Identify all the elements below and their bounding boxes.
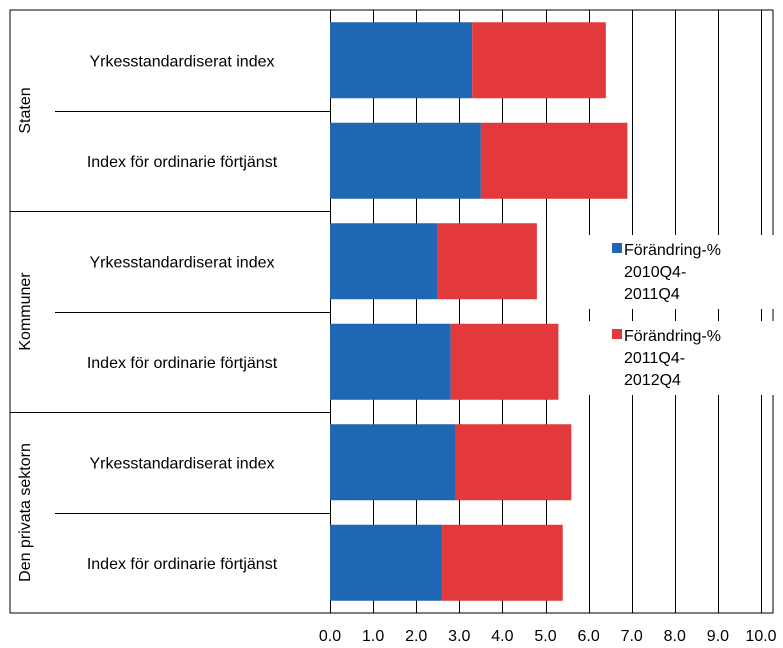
x-tick-label: 2.0 bbox=[405, 628, 427, 645]
category-label: Index för ordinarie förtjänst bbox=[87, 154, 278, 171]
x-tick-label: 4.0 bbox=[491, 628, 513, 645]
legend-label-series2: 2011Q4- bbox=[624, 350, 685, 367]
bar-series2-row1 bbox=[472, 22, 606, 99]
category-label: Yrkesstandardiserat index bbox=[90, 455, 275, 472]
bar-series1-row5 bbox=[330, 424, 455, 501]
legend-background bbox=[571, 235, 778, 309]
x-tick-label: 0.0 bbox=[319, 628, 341, 645]
category-label: Yrkesstandardiserat index bbox=[90, 53, 275, 70]
legend: Förändring-% 2010Q4- 2011Q4 Förändring-% 201… bbox=[571, 235, 778, 395]
bar-series2-row4 bbox=[450, 323, 559, 400]
legend-background bbox=[571, 321, 778, 395]
legend-label-series2: Förändring-% bbox=[624, 328, 721, 345]
bar-series1-row1 bbox=[330, 22, 473, 99]
bar-series2-row5 bbox=[454, 424, 572, 501]
bar-series1-row4 bbox=[330, 323, 451, 400]
x-tick-label: 7.0 bbox=[621, 628, 643, 645]
group-label: Den privata sektorn bbox=[17, 443, 34, 582]
category-label: Yrkesstandardiserat index bbox=[90, 254, 275, 271]
legend-label-series1: 2011Q4 bbox=[624, 286, 680, 303]
x-tick-label: 1.0 bbox=[362, 628, 384, 645]
x-tick-label: 5.0 bbox=[534, 628, 556, 645]
x-tick-label: 6.0 bbox=[577, 628, 599, 645]
x-tick-label: 3.0 bbox=[448, 628, 470, 645]
category-label: Index för ordinarie förtjänst bbox=[87, 355, 278, 372]
legend-label-series1: 2010Q4- bbox=[624, 264, 686, 281]
bar-series1-row6 bbox=[330, 524, 443, 601]
group-label: Staten bbox=[17, 87, 34, 133]
group-label: Kommuner bbox=[17, 272, 34, 351]
bar-series2-row2 bbox=[480, 122, 628, 199]
legend-swatch-series1 bbox=[612, 243, 622, 253]
legend-label-series1: Förändring-% bbox=[624, 242, 721, 259]
bar-series1-row3 bbox=[330, 223, 438, 300]
legend-label-series2: 2012Q4 bbox=[624, 372, 681, 389]
x-tick-label: 10.0 bbox=[745, 628, 776, 645]
legend-swatch-series2 bbox=[612, 329, 622, 339]
bar-series1-row2 bbox=[330, 122, 481, 199]
bars-layer bbox=[330, 22, 628, 601]
bar-series2-row6 bbox=[442, 524, 563, 601]
x-tick-label: 8.0 bbox=[664, 628, 686, 645]
bar-series2-row3 bbox=[437, 223, 537, 300]
x-tick-label: 9.0 bbox=[707, 628, 729, 645]
plot-frame bbox=[9, 9, 774, 614]
category-label: Index för ordinarie förtjänst bbox=[87, 556, 278, 573]
